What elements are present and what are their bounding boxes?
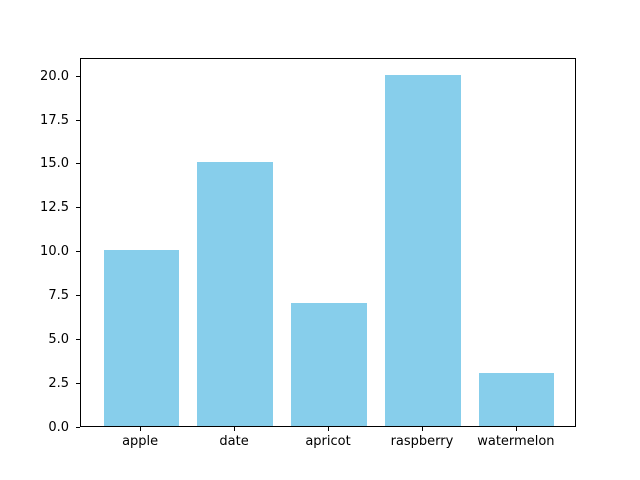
- y-tick-label: 0.0: [48, 420, 69, 435]
- y-tick-label: 5.0: [48, 332, 69, 348]
- y-tick-mark: [76, 119, 80, 121]
- y-tick-mark: [76, 295, 80, 297]
- y-tick-label: 17.5: [40, 112, 69, 128]
- x-tick-mark: [234, 427, 236, 431]
- x-tick-mark: [421, 427, 423, 431]
- x-tick-label-watermelon: watermelon: [477, 434, 555, 449]
- bar-date: [197, 162, 273, 426]
- y-tick-label: 10.0: [40, 244, 69, 260]
- plot-area: [80, 58, 576, 427]
- y-tick-mark: [76, 207, 80, 209]
- y-tick-label: 12.5: [40, 200, 69, 216]
- x-tick-mark: [140, 427, 142, 431]
- x-tick-label-date: date: [219, 434, 249, 449]
- y-tick-mark: [76, 339, 80, 341]
- y-tick-label: 7.5: [48, 288, 69, 304]
- y-tick-mark: [76, 427, 80, 428]
- y-tick-mark: [76, 75, 80, 77]
- bar-apricot: [291, 303, 367, 426]
- x-tick-label-raspberry: raspberry: [390, 434, 454, 449]
- y-tick-mark: [76, 251, 80, 253]
- x-tick-label-apple: apple: [122, 434, 159, 449]
- bar-watermelon: [479, 373, 555, 426]
- bar-apple: [103, 250, 179, 426]
- y-tick-mark: [76, 383, 80, 385]
- x-tick-label-apricot: apricot: [305, 434, 351, 449]
- y-tick-label: 2.5: [48, 376, 69, 392]
- bar-raspberry: [385, 74, 461, 426]
- x-tick-mark: [515, 427, 517, 431]
- y-tick-label: 20.0: [40, 68, 69, 84]
- y-tick-mark: [76, 163, 80, 165]
- y-tick-label: 15.0: [40, 156, 69, 172]
- x-tick-mark: [328, 427, 329, 431]
